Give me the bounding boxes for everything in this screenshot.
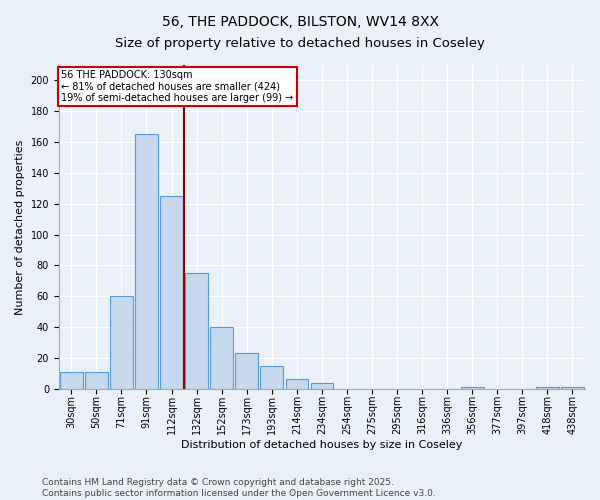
Bar bbox=[211, 327, 233, 388]
Bar bbox=[536, 387, 559, 388]
Bar bbox=[311, 382, 333, 388]
Bar bbox=[60, 372, 83, 388]
Y-axis label: Number of detached properties: Number of detached properties bbox=[15, 139, 25, 314]
Bar bbox=[461, 387, 484, 388]
Bar bbox=[160, 196, 183, 388]
Bar bbox=[85, 372, 107, 388]
Text: Size of property relative to detached houses in Coseley: Size of property relative to detached ho… bbox=[115, 38, 485, 51]
Text: Contains HM Land Registry data © Crown copyright and database right 2025.
Contai: Contains HM Land Registry data © Crown c… bbox=[42, 478, 436, 498]
Bar bbox=[185, 273, 208, 388]
Bar bbox=[235, 353, 258, 388]
Bar bbox=[260, 366, 283, 388]
Bar bbox=[561, 387, 584, 388]
Text: 56, THE PADDOCK, BILSTON, WV14 8XX: 56, THE PADDOCK, BILSTON, WV14 8XX bbox=[161, 15, 439, 29]
Bar bbox=[286, 380, 308, 388]
Bar bbox=[110, 296, 133, 388]
Bar bbox=[135, 134, 158, 388]
X-axis label: Distribution of detached houses by size in Coseley: Distribution of detached houses by size … bbox=[181, 440, 463, 450]
Text: 56 THE PADDOCK: 130sqm
← 81% of detached houses are smaller (424)
19% of semi-de: 56 THE PADDOCK: 130sqm ← 81% of detached… bbox=[61, 70, 293, 103]
